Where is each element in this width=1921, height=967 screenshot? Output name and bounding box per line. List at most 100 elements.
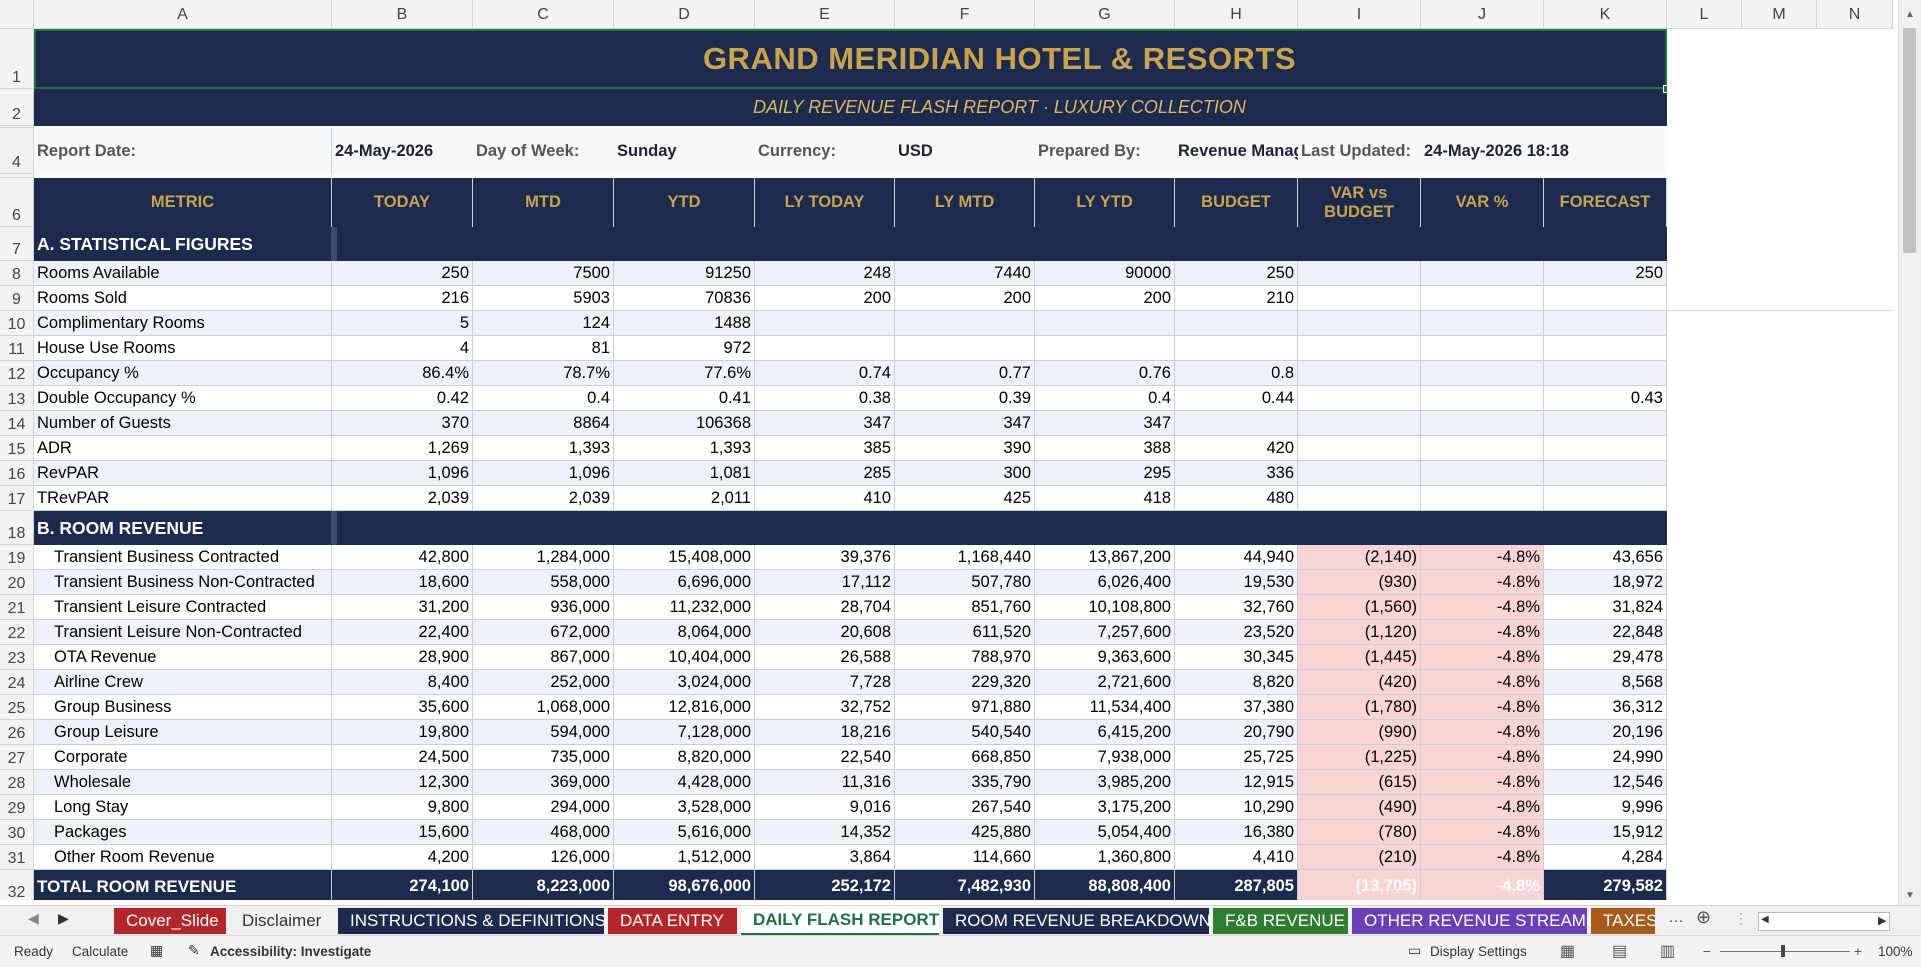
cell-e25[interactable]: 32,752 — [755, 695, 895, 720]
row-label-11[interactable]: House Use Rooms — [34, 336, 332, 361]
day-of-week-value[interactable]: Sunday — [617, 141, 677, 160]
cell-k13[interactable]: 0.43 — [1544, 386, 1667, 411]
cell-d31[interactable]: 1,512,000 — [614, 845, 755, 870]
cell-h20[interactable]: 19,530 — [1175, 570, 1298, 595]
cell-j25[interactable]: -4.8% — [1421, 695, 1544, 720]
row-header-27[interactable]: 27 — [0, 745, 34, 770]
column-header-g[interactable]: G — [1035, 0, 1175, 29]
header-budget[interactable]: BUDGET — [1175, 178, 1298, 227]
cell-k10[interactable] — [1544, 311, 1667, 336]
page-break-icon[interactable]: ▥ — [1660, 943, 1676, 960]
cell-b30[interactable]: 15,600 — [332, 820, 473, 845]
row-header-30[interactable]: 30 — [0, 820, 34, 845]
cell-e24[interactable]: 7,728 — [755, 670, 895, 695]
column-header-n[interactable]: N — [1817, 0, 1893, 29]
cell-c8[interactable]: 7500 — [473, 261, 614, 286]
split-handle-icon[interactable]: ⋮ — [1734, 910, 1748, 926]
cell-b31[interactable]: 4,200 — [332, 845, 473, 870]
cell-i13[interactable] — [1298, 386, 1421, 411]
report-date-value[interactable]: 24-May-2026 — [335, 141, 434, 160]
cell-b25[interactable]: 35,600 — [332, 695, 473, 720]
cell-e31[interactable]: 3,864 — [755, 845, 895, 870]
cell-h28[interactable]: 12,915 — [1175, 770, 1298, 795]
cell-f27[interactable]: 668,850 — [895, 745, 1035, 770]
column-header-d[interactable]: D — [614, 0, 755, 29]
cell-c12[interactable]: 78.7% — [473, 361, 614, 386]
sheet-tab-instructions-definitions[interactable]: INSTRUCTIONS & DEFINITIONS — [338, 908, 606, 934]
sheet-tab-other-revenue-streams[interactable]: OTHER REVENUE STREAMS — [1352, 908, 1597, 934]
row-label-32[interactable]: TOTAL ROOM REVENUE — [34, 870, 332, 900]
cell-c16[interactable]: 1,096 — [473, 461, 614, 486]
cell-f26[interactable]: 540,540 — [895, 720, 1035, 745]
cell-h29[interactable]: 10,290 — [1175, 795, 1298, 820]
cell-g12[interactable]: 0.76 — [1035, 361, 1175, 386]
hscroll-left-icon[interactable]: ◀ — [1761, 914, 1769, 925]
cell-c22[interactable]: 672,000 — [473, 620, 614, 645]
cell-i9[interactable] — [1298, 286, 1421, 311]
cell-g26[interactable]: 6,415,200 — [1035, 720, 1175, 745]
cell-c26[interactable]: 594,000 — [473, 720, 614, 745]
row-header-2[interactable]: 2 — [0, 89, 34, 126]
header-ly-mtd[interactable]: LY MTD — [895, 178, 1035, 227]
cell-f17[interactable]: 425 — [895, 486, 1035, 511]
cell-h27[interactable]: 25,725 — [1175, 745, 1298, 770]
row-header-21[interactable]: 21 — [0, 595, 34, 620]
row-label-15[interactable]: ADR — [34, 436, 332, 461]
cell-k23[interactable]: 29,478 — [1544, 645, 1667, 670]
cell-b17[interactable]: 2,039 — [332, 486, 473, 511]
banner-left-block[interactable] — [34, 29, 332, 126]
row-label-19[interactable]: Transient Business Contracted — [34, 545, 332, 570]
cell-k28[interactable]: 12,546 — [1544, 770, 1667, 795]
cell-c15[interactable]: 1,393 — [473, 436, 614, 461]
cell-j10[interactable] — [1421, 311, 1544, 336]
cell-f13[interactable]: 0.39 — [895, 386, 1035, 411]
cell-g32[interactable]: 88,808,400 — [1035, 870, 1175, 900]
row-header-23[interactable]: 23 — [0, 645, 34, 670]
cell-e30[interactable]: 14,352 — [755, 820, 895, 845]
row-header-24[interactable]: 24 — [0, 670, 34, 695]
cell-h15[interactable]: 420 — [1175, 436, 1298, 461]
row-header-3[interactable] — [0, 126, 34, 128]
cell-d14[interactable]: 106368 — [614, 411, 755, 436]
row-label-20[interactable]: Transient Business Non-Contracted — [34, 570, 332, 595]
cell-i29[interactable]: (490) — [1298, 795, 1421, 820]
cell-k14[interactable] — [1544, 411, 1667, 436]
cell-b22[interactable]: 22,400 — [332, 620, 473, 645]
cell-j20[interactable]: -4.8% — [1421, 570, 1544, 595]
last-updated-label[interactable]: Last Updated: — [1301, 141, 1412, 160]
cell-c28[interactable]: 369,000 — [473, 770, 614, 795]
cell-d27[interactable]: 8,820,000 — [614, 745, 755, 770]
cell-e15[interactable]: 385 — [755, 436, 895, 461]
cell-f11[interactable] — [895, 336, 1035, 361]
row-header-12[interactable]: 12 — [0, 361, 34, 386]
row-header-7[interactable]: 7 — [0, 227, 34, 261]
normal-view-icon[interactable]: ▦ — [1560, 943, 1576, 960]
empty-columns-area[interactable] — [1667, 29, 1893, 900]
cell-b19[interactable]: 42,800 — [332, 545, 473, 570]
cell-f14[interactable]: 347 — [895, 411, 1035, 436]
row-label-21[interactable]: Transient Leisure Contracted — [34, 595, 332, 620]
cell-k12[interactable] — [1544, 361, 1667, 386]
prepared-by-value[interactable]: Revenue Manag — [1178, 141, 1298, 160]
cell-b13[interactable]: 0.42 — [332, 386, 473, 411]
cell-g16[interactable]: 295 — [1035, 461, 1175, 486]
row-label-29[interactable]: Long Stay — [34, 795, 332, 820]
cell-c20[interactable]: 558,000 — [473, 570, 614, 595]
cell-b11[interactable]: 4 — [332, 336, 473, 361]
cell-k16[interactable] — [1544, 461, 1667, 486]
hscroll-right-icon[interactable]: ▶ — [1878, 915, 1887, 927]
cell-f24[interactable]: 229,320 — [895, 670, 1035, 695]
cell-f21[interactable]: 851,760 — [895, 595, 1035, 620]
cell-d23[interactable]: 10,404,000 — [614, 645, 755, 670]
calculate-button[interactable]: Calculate — [72, 944, 129, 959]
cell-i15[interactable] — [1298, 436, 1421, 461]
cell-f29[interactable]: 267,540 — [895, 795, 1035, 820]
cell-d8[interactable]: 91250 — [614, 261, 755, 286]
cell-k25[interactable]: 36,312 — [1544, 695, 1667, 720]
cell-j32[interactable]: -4.8% — [1421, 870, 1544, 900]
cell-e32[interactable]: 252,172 — [755, 870, 895, 900]
cell-e8[interactable]: 248 — [755, 261, 895, 286]
select-all-corner[interactable] — [0, 0, 34, 29]
cell-g20[interactable]: 6,026,400 — [1035, 570, 1175, 595]
cell-g29[interactable]: 3,175,200 — [1035, 795, 1175, 820]
